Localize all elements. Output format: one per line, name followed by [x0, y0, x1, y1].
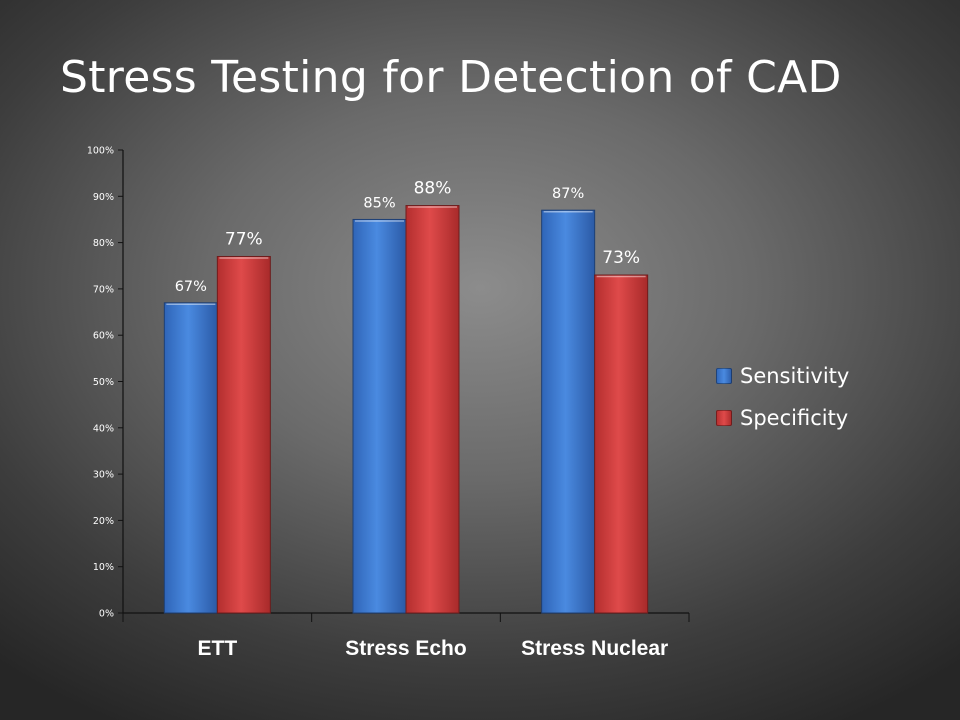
data-label: 88%: [414, 179, 452, 199]
bar-specificity: [594, 274, 649, 614]
bar-sensitivity: [163, 302, 218, 614]
y-tick-label: 40%: [93, 423, 114, 434]
x-tick-label: Stress Nuclear: [521, 637, 668, 660]
y-tick-label: 60%: [93, 331, 114, 342]
y-tick-label: 50%: [93, 377, 114, 388]
data-label: 77%: [225, 229, 263, 249]
legend-item-specificity: Specificity: [716, 406, 849, 430]
legend-label-specificity: Specificity: [740, 406, 849, 430]
y-tick-label: 20%: [93, 516, 114, 527]
legend-label-sensitivity: Sensitivity: [740, 364, 850, 388]
x-tick-label: ETT: [197, 637, 237, 660]
y-tick-label: 80%: [93, 238, 114, 249]
y-tick-label: 100%: [87, 146, 114, 157]
y-tick-label: 0%: [99, 609, 114, 620]
legend-item-sensitivity: Sensitivity: [716, 364, 849, 388]
bar-specificity: [216, 255, 271, 614]
bar-specificity: [405, 205, 460, 614]
data-label: 67%: [175, 279, 207, 295]
y-tick-label: 90%: [93, 192, 114, 203]
chart-legend: Sensitivity Specificity: [716, 364, 849, 430]
y-tick-label: 70%: [93, 284, 114, 295]
data-label: 87%: [552, 186, 584, 202]
legend-swatch-sensitivity: [716, 368, 732, 384]
y-tick-label: 30%: [93, 470, 114, 481]
bar-sensitivity: [352, 218, 407, 614]
data-label: 73%: [602, 248, 640, 268]
legend-swatch-specificity: [716, 410, 732, 426]
slide-title: Stress Testing for Detection of CAD: [60, 52, 842, 103]
data-label: 85%: [363, 195, 395, 211]
x-tick-label: Stress Echo: [345, 637, 466, 660]
y-tick-label: 10%: [93, 562, 114, 573]
bar-sensitivity: [541, 209, 596, 614]
